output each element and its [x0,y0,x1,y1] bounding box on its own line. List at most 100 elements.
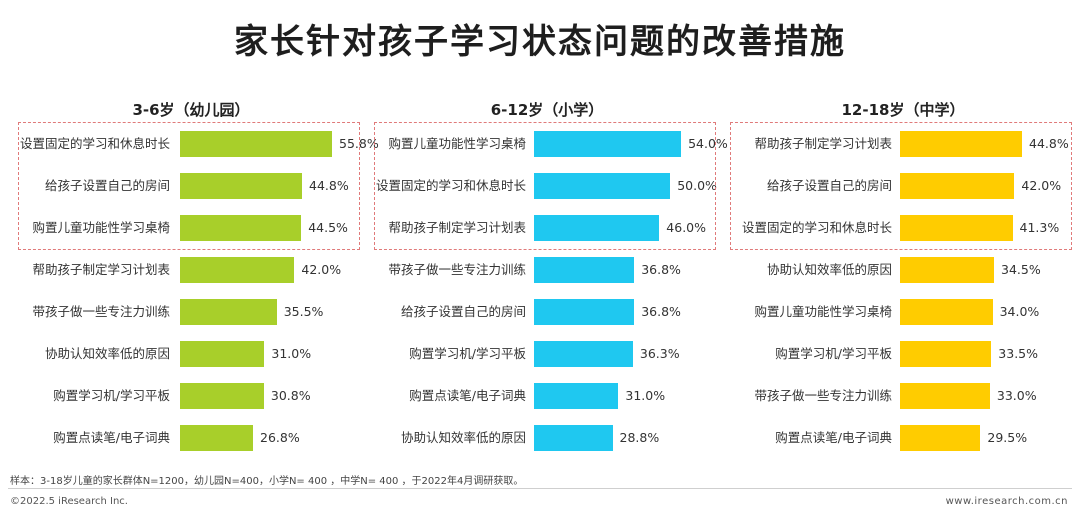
value-label: 30.8% [270,388,311,403]
bar-row: 给孩子设置自己的房间 42.0% [730,173,1076,199]
category-label: 设置固定的学习和休息时长 [19,136,170,151]
category-label: 购置学习机/学习平板 [409,346,526,361]
bar-row: 设置固定的学习和休息时长 55.8% [18,131,379,157]
bar [534,425,613,451]
category-label: 协助认知效率低的原因 [400,430,526,445]
bar-row: 带孩子做一些专注力训练 35.5% [18,299,364,325]
bar-row: 带孩子做一些专注力训练 36.8% [374,257,720,283]
bar-row: 购置点读笔/电子词典 29.5% [730,425,1076,451]
category-label: 带孩子做一些专注力训练 [388,262,526,277]
value-label: 50.0% [677,178,717,193]
bar [180,341,265,367]
value-label: 36.8% [641,262,681,277]
bar [180,173,302,199]
value-label: 55.8% [339,136,379,151]
value-label: 44.8% [309,178,349,193]
category-label: 购置儿童功能性学习桌椅 [388,136,526,151]
page-title: 家长针对孩子学习状态问题的改善措施 [234,22,846,62]
category-label: 帮助孩子制定学习计划表 [388,220,526,235]
value-label: 34.0% [999,304,1040,319]
bar [180,299,277,325]
value-label: 44.8% [1029,136,1069,151]
value-label: 46.0% [666,220,707,235]
value-label: 31.0% [625,388,666,403]
bar [534,215,660,241]
category-label: 设置固定的学习和休息时长 [741,220,892,235]
category-label: 购置点读笔/电子词典 [53,430,170,445]
bar-row: 购置儿童功能性学习桌椅 44.5% [18,215,364,241]
bar-row: 协助认知效率低的原因 31.0% [18,341,364,367]
category-label: 购置点读笔/电子词典 [775,430,892,445]
bar-row: 购置点读笔/电子词典 31.0% [374,383,720,409]
value-label: 42.0% [1021,178,1062,193]
footer-divider [8,488,1072,489]
value-label: 42.0% [301,262,342,277]
chart-title: 3-6岁（幼儿园） [132,101,250,119]
category-label: 购置学习机/学习平板 [775,346,892,361]
value-label: 54.0% [688,136,728,151]
bar [900,383,990,409]
category-label: 给孩子设置自己的房间 [44,178,170,193]
category-label: 购置点读笔/电子词典 [409,388,526,403]
bar [180,215,302,241]
bar-row: 设置固定的学习和休息时长 41.3% [730,215,1076,241]
bar-row: 购置学习机/学习平板 30.8% [18,383,364,409]
chart-panel-1: 3-6岁（幼儿园） 设置固定的学习和休息时长 55.8% 给孩子设置自己的房间 44.8… [18,0,379,518]
top-three-highlight-box [374,122,716,250]
value-label: 34.5% [1001,262,1041,277]
bar-row: 帮助孩子制定学习计划表 46.0% [374,215,720,241]
bar [180,425,253,451]
value-label: 29.5% [987,430,1028,445]
top-three-highlight-box [18,122,360,250]
bar-row: 带孩子做一些专注力训练 33.0% [730,383,1076,409]
category-label: 协助认知效率低的原因 [44,346,170,361]
category-label: 购置学习机/学习平板 [53,388,170,403]
value-label: 28.8% [619,430,660,445]
value-label: 44.5% [308,220,348,235]
category-label: 带孩子做一些专注力训练 [32,304,170,319]
bar [900,425,981,451]
chart-title: 12-18岁（中学） [841,101,965,119]
category-label: 带孩子做一些专注力训练 [754,388,892,403]
bar-row: 给孩子设置自己的房间 44.8% [18,173,364,199]
bar [534,383,619,409]
bar-row: 帮助孩子制定学习计划表 42.0% [18,257,364,283]
category-label: 协助认知效率低的原因 [766,262,892,277]
value-label: 36.8% [641,304,681,319]
bar-row: 设置固定的学习和休息时长 50.0% [374,173,720,199]
value-label: 26.8% [260,430,300,445]
bar [900,173,1015,199]
copyright-text: ©2022.5 iResearch Inc. [10,496,128,507]
bar-row: 购置学习机/学习平板 36.3% [374,341,720,367]
bar [534,131,682,157]
category-label: 给孩子设置自己的房间 [766,178,892,193]
bar-row: 帮助孩子制定学习计划表 44.8% [730,131,1076,157]
category-label: 购置儿童功能性学习桌椅 [32,220,170,235]
sample-footnote: 样本：3-18岁儿童的家长群体N=1200，幼儿园N=400，小学N= 400 … [10,476,524,487]
bar [900,215,1013,241]
bar [180,131,332,157]
chart-title: 6-12岁（小学） [490,101,604,119]
bar-row: 购置儿童功能性学习桌椅 54.0% [374,131,728,157]
chart-panel-3: 12-18岁（中学） 帮助孩子制定学习计划表 44.8% 给孩子设置自己的房间 42.0… [730,0,1076,518]
value-label: 41.3% [1019,220,1060,235]
bar [534,299,635,325]
chart-panel-2: 6-12岁（小学） 购置儿童功能性学习桌椅 54.0% 设置固定的学习和休息时长 50.… [374,0,728,518]
bar [900,131,1022,157]
value-label: 35.5% [283,304,324,319]
value-label: 36.3% [639,346,680,361]
value-label: 31.0% [271,346,312,361]
bar [534,341,633,367]
bar [180,383,264,409]
bar [180,257,295,283]
bar [534,173,671,199]
category-label: 帮助孩子制定学习计划表 [754,136,892,151]
category-label: 帮助孩子制定学习计划表 [32,262,170,277]
value-label: 33.5% [998,346,1039,361]
bar [534,257,635,283]
bar-row: 购置儿童功能性学习桌椅 34.0% [730,299,1076,325]
category-label: 购置儿童功能性学习桌椅 [754,304,892,319]
bar-row: 协助认知效率低的原因 34.5% [730,257,1076,283]
bar-row: 给孩子设置自己的房间 36.8% [374,299,720,325]
bar-row: 协助认知效率低的原因 28.8% [374,425,720,451]
